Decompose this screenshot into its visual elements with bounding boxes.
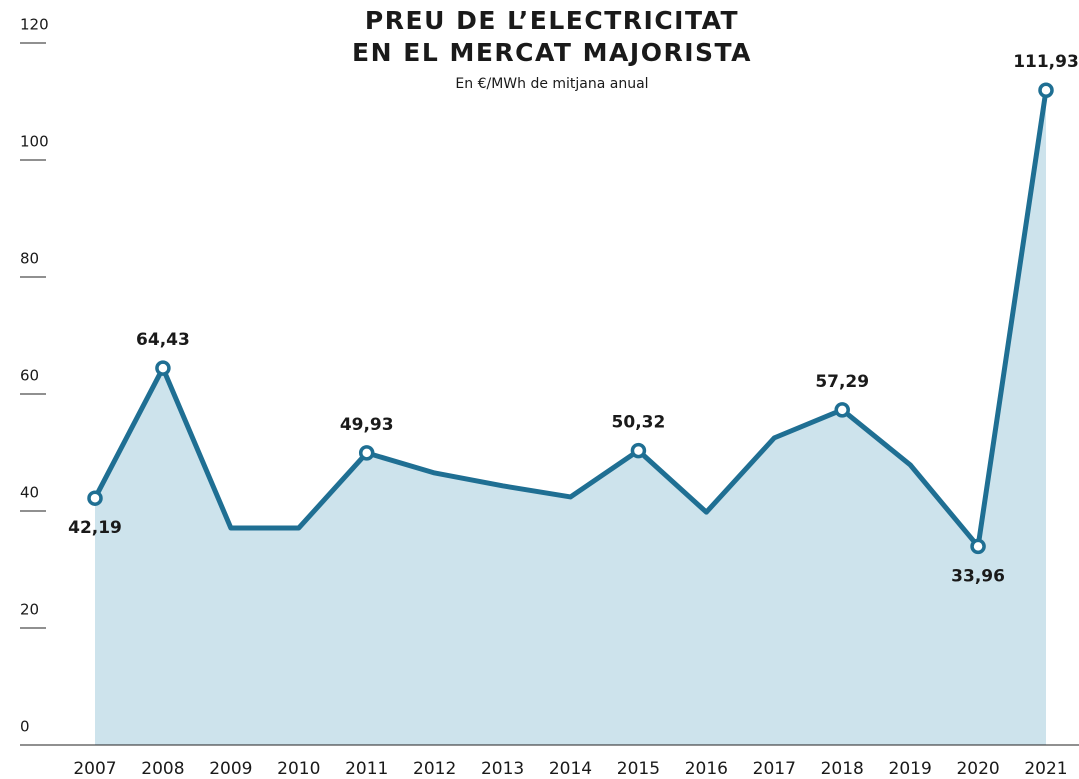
value-label: 57,29	[815, 372, 869, 392]
marker	[1038, 82, 1054, 98]
value-label: 42,19	[68, 518, 122, 538]
marker	[358, 445, 375, 461]
y-tick-label: 80	[20, 250, 39, 268]
value-label: 49,93	[340, 415, 394, 435]
x-tick-label: 2007	[73, 759, 116, 779]
x-tick-label: 2009	[209, 759, 252, 779]
area	[95, 90, 1046, 746]
x-tick-label: 2011	[345, 759, 388, 779]
x-tick-label: 2008	[141, 759, 184, 779]
value-label: 64,43	[136, 330, 190, 350]
value-label: 33,96	[951, 566, 1005, 586]
x-tick-label: 2018	[821, 759, 864, 779]
y-tick-label: 60	[20, 367, 39, 385]
marker	[155, 360, 171, 376]
value-label: 111,93	[1013, 52, 1079, 72]
x-tick-label: 2010	[277, 759, 320, 779]
y-tick-label: 20	[20, 601, 39, 619]
x-tick-label: 2015	[617, 759, 660, 779]
x-tick-label: 2019	[889, 759, 932, 779]
chart-subtitle: En €/MWh de mitjana anual	[455, 76, 648, 92]
x-tick-label: 2012	[413, 759, 456, 779]
y-tick-label: 120	[20, 16, 49, 34]
value-label: 50,32	[612, 413, 666, 433]
x-tick-label: 2020	[956, 759, 999, 779]
x-tick-label: 2016	[685, 759, 728, 779]
y-tick-label: 40	[20, 484, 39, 502]
x-tick-label: 2017	[753, 759, 796, 779]
marker	[87, 490, 103, 506]
marker	[970, 538, 986, 555]
marker	[630, 442, 647, 459]
chart-title: EN EL MERCAT MAJORISTA	[352, 38, 752, 67]
y-tick-label: 0	[20, 718, 30, 736]
y-tick-label: 100	[20, 133, 49, 151]
chart-title: PREU DE L’ELECTRICITAT	[365, 6, 739, 35]
x-tick-label: 2014	[549, 759, 592, 779]
x-tick-label: 2021	[1024, 759, 1067, 779]
x-tick-label: 2013	[481, 759, 524, 779]
marker	[834, 402, 850, 418]
line	[92, 89, 1049, 549]
